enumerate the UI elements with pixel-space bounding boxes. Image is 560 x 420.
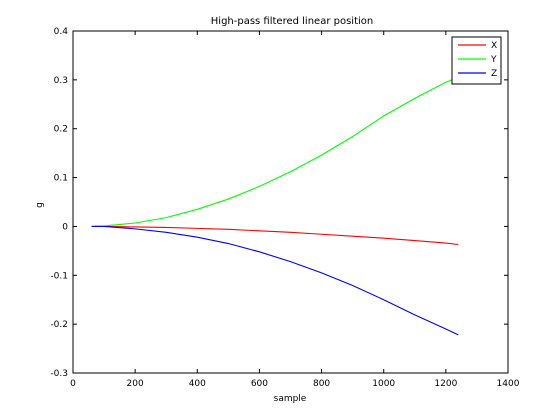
y-axis: -0.3 -0.2 -0.1 0 0.1 0.2 0.3 0.4 (50, 27, 508, 379)
x-tick-label: 1400 (497, 379, 520, 389)
legend-label-y: Y (490, 55, 497, 65)
y-tick-label: 0.1 (54, 174, 68, 184)
x-tick-label: 1200 (434, 379, 457, 389)
legend-label-x: X (491, 41, 497, 51)
x-tick-label: 0 (70, 379, 76, 389)
legend: XYZ (451, 36, 502, 85)
legend-label-z: Z (491, 69, 497, 79)
y-tick-label: -0.2 (50, 320, 68, 330)
plot-area-frame (72, 30, 509, 374)
x-axis: 0 200 400 600 800 1000 1200 1400 (70, 31, 520, 389)
chart-title: High-pass filtered linear position (211, 16, 373, 27)
x-tick-label: 800 (313, 379, 330, 389)
y-tick-label: -0.3 (50, 369, 68, 379)
series-lines (91, 76, 459, 336)
x-tick-label: 200 (127, 379, 144, 389)
x-axis-label: sample (274, 394, 307, 404)
y-tick-label: 0 (62, 222, 68, 232)
series-line-z (91, 225, 459, 336)
y-tick-label: 0.4 (54, 27, 69, 37)
y-tick-label: -0.1 (50, 271, 68, 281)
x-tick-label: 1000 (372, 379, 395, 389)
series-line-x (91, 225, 459, 246)
x-tick-label: 600 (251, 379, 268, 389)
y-axis-label: g (35, 202, 45, 208)
series-line-y (91, 76, 459, 227)
y-tick-label: 0.3 (54, 76, 68, 86)
x-tick-label: 400 (189, 379, 206, 389)
y-tick-label: 0.2 (54, 125, 68, 135)
